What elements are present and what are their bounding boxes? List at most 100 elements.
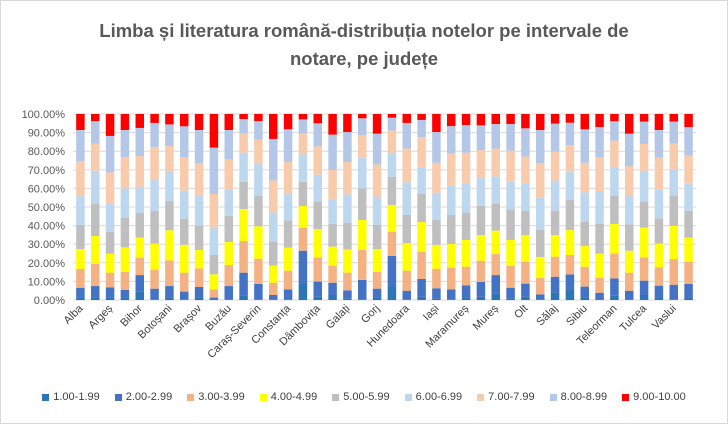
legend-swatch <box>332 393 340 401</box>
bar-segment <box>372 288 382 298</box>
bar-segment <box>417 119 426 138</box>
chart-title: Limba și literatura română-distribuția n… <box>1 17 727 73</box>
bar-segment <box>402 270 411 291</box>
bar-segment <box>180 291 189 300</box>
bar-segment <box>254 284 263 300</box>
bar-segment <box>180 272 189 292</box>
bar-segment <box>684 183 693 211</box>
bar-segment <box>313 281 322 297</box>
bar-segment <box>328 294 337 300</box>
bar-segment <box>595 277 604 293</box>
bar-segment <box>476 114 486 126</box>
bar-segment <box>298 154 308 182</box>
bar-segment <box>224 189 233 216</box>
bar-segment <box>76 114 85 130</box>
y-tick-label: 20.00% <box>28 258 66 270</box>
bar-segment <box>684 297 693 300</box>
bar-segment <box>565 289 575 300</box>
bar-segment <box>135 237 144 258</box>
x-tick-label: Gorj <box>359 303 382 326</box>
bar-segment <box>625 114 634 134</box>
bar-segment <box>402 243 411 271</box>
bar-segment <box>625 224 634 251</box>
bar-segment <box>194 114 204 130</box>
bar-segment <box>521 235 530 262</box>
legend-swatch <box>42 393 50 401</box>
bar-segment <box>298 250 308 285</box>
x-tick-label: Bihor <box>118 302 145 329</box>
y-tick-label: 100.00% <box>22 109 66 121</box>
bar-segment <box>550 151 560 181</box>
bar-segment <box>387 130 397 153</box>
bar-segment <box>269 241 278 266</box>
bar-segment <box>283 247 293 271</box>
bar-segment <box>239 114 248 120</box>
bar-segment <box>565 114 575 123</box>
bar-segment <box>372 196 382 225</box>
bar-segment <box>506 209 515 240</box>
bar-segment <box>461 114 471 125</box>
bar-segment <box>328 199 337 224</box>
bar-segment <box>610 140 619 167</box>
bar-segment <box>194 129 204 164</box>
bar-segment <box>76 249 85 269</box>
bar-segment <box>654 157 664 190</box>
bar-segment <box>521 283 530 297</box>
bar-segment <box>506 181 515 210</box>
bar-segment <box>209 274 219 290</box>
bar-segment <box>536 299 545 300</box>
x-tick-label: Sălaj <box>534 303 560 329</box>
bar-segment <box>387 117 397 131</box>
bar-segment <box>625 299 634 300</box>
bar-segment <box>91 114 100 122</box>
bar-segment <box>610 166 619 196</box>
bar-segment <box>625 133 634 167</box>
bar-segment <box>254 195 263 227</box>
bar-segment <box>684 237 693 262</box>
bar-segment <box>491 293 500 300</box>
bar-segment <box>120 156 130 189</box>
bar-segment <box>580 246 589 267</box>
x-tick-label: Vaslui <box>650 303 679 332</box>
bar-segment <box>283 114 293 130</box>
bar-segment <box>358 220 367 250</box>
bar-segment <box>120 217 130 248</box>
bar-segment <box>506 298 515 300</box>
y-tick-label: 30.00% <box>28 239 66 251</box>
bar-segment <box>298 119 308 134</box>
bar-segment <box>120 271 130 290</box>
bar-segment <box>625 290 634 300</box>
bar-segment <box>669 284 678 300</box>
bar-segment <box>135 186 144 213</box>
bar-segment <box>224 159 233 190</box>
bar-segment <box>595 127 604 157</box>
bar-segment <box>387 114 397 118</box>
bar-segment <box>224 286 233 300</box>
bar-segment <box>447 126 456 154</box>
bar-segment <box>595 253 604 278</box>
legend-item: 5.00-5.99 <box>332 391 390 403</box>
bar-segment <box>461 183 471 213</box>
bar-segment <box>343 114 352 133</box>
bar-segment <box>194 163 204 196</box>
bar-segment <box>521 156 530 184</box>
bar-segment <box>565 199 575 231</box>
bar-segment <box>536 257 545 279</box>
bar-segment <box>669 299 678 300</box>
bar-segment <box>328 169 337 200</box>
bar-segment <box>328 265 337 283</box>
bar-segment <box>417 167 426 194</box>
bar-segment <box>165 171 174 202</box>
legend-item: 8.00-8.99 <box>549 391 607 403</box>
bar-segment <box>135 212 144 238</box>
bar-segment <box>283 220 293 248</box>
bar-segment <box>76 287 85 298</box>
bar-segment <box>313 174 322 202</box>
chart-title-line-2: notare, pe județe <box>289 48 439 69</box>
bar-segment <box>165 201 174 231</box>
bar-segment <box>476 177 486 206</box>
bar-segment <box>105 297 115 300</box>
bar-segment <box>536 197 545 230</box>
bar-segment <box>194 268 204 287</box>
